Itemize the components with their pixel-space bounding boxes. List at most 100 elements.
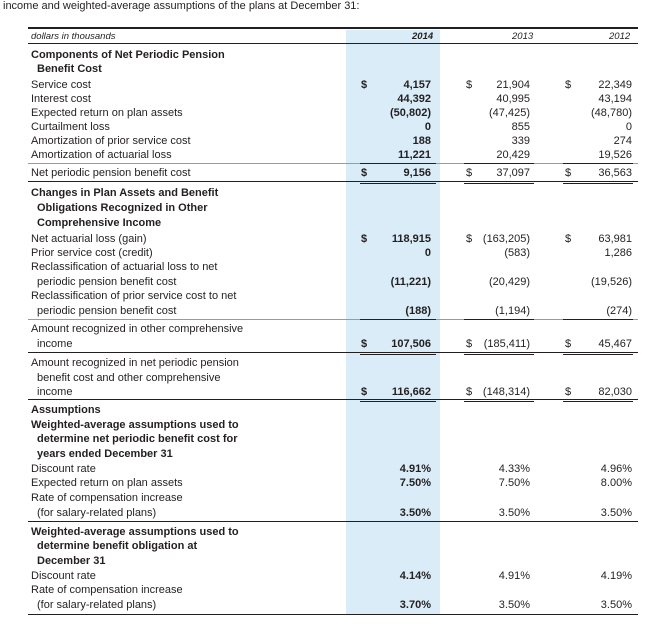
column-header-2012: 2012: [609, 31, 631, 42]
value-2012: 1,286: [604, 247, 632, 259]
total-rule: [360, 354, 436, 355]
section-title: years ended December 31: [37, 448, 173, 460]
section-title: December 31: [37, 555, 106, 567]
value-2012: 36,563: [598, 167, 632, 179]
section-title-row: Assumptions: [0, 403, 662, 417]
value-2012: 19,526: [598, 149, 632, 161]
section-title-row: Weighted-average assumptions used to: [0, 418, 662, 432]
section-title: Benefit Cost: [37, 63, 102, 75]
table-row: Net periodic pension benefit cost $ 9,15…: [0, 166, 662, 180]
section-title-row: Changes in Plan Assets and Benefit: [0, 186, 662, 200]
total-rule: [28, 399, 638, 400]
value-2014: 11,221: [397, 149, 431, 161]
value-2012: 8.00%: [600, 477, 632, 489]
bottom-rule: [28, 614, 638, 615]
value-2013: (583): [504, 247, 530, 259]
total-rule: [563, 354, 633, 355]
row-label: Amount recognized in net periodic pensio…: [31, 357, 239, 369]
value-2012: (274): [606, 305, 632, 317]
value-2012: (48,780): [591, 107, 632, 119]
value-2012: 22,349: [598, 79, 632, 91]
section-title: Assumptions: [31, 404, 101, 416]
section-title-row: Components of Net Periodic Pension: [0, 48, 662, 62]
currency-symbol: $: [361, 233, 368, 245]
value-2014: 4.91%: [399, 463, 431, 475]
subtotal-rule: [360, 319, 436, 320]
value-2014: 4,157: [403, 79, 431, 91]
table-row: Discount rate 4.91% 4.33% 4.96%: [0, 462, 662, 476]
currency-symbol: $: [361, 79, 368, 91]
intro-text: income and weighted-average assumptions …: [3, 0, 360, 12]
total-rule: [28, 181, 638, 182]
table-row: periodic pension benefit cost (188) (1,1…: [0, 304, 662, 318]
subtotal-rule: [360, 163, 436, 164]
value-2014: (50,802): [390, 107, 431, 119]
table-row: Rate of compensation increase: [0, 491, 662, 505]
total-rule: [360, 183, 436, 184]
section-title-row: Obligations Recognized in Other: [0, 201, 662, 215]
row-label: periodic pension benefit cost: [37, 305, 177, 317]
section-title-row: Weighted-average assumptions used to: [0, 525, 662, 539]
currency-symbol: $: [361, 338, 368, 350]
subtotal-rule: [563, 319, 633, 320]
column-header-2013: 2013: [512, 31, 534, 42]
currency-symbol: $: [361, 386, 368, 398]
value-2012: 4.96%: [600, 463, 632, 475]
top-rule: [28, 27, 638, 29]
table-row: Amortization of actuarial loss 11,221 20…: [0, 148, 662, 162]
value-2012: 4.19%: [600, 570, 632, 582]
table-row: Interest cost 44,392 40,995 43,194: [0, 92, 662, 106]
value-2014: (188): [405, 305, 431, 317]
total-rule: [360, 401, 436, 402]
value-2013: (1,194): [495, 305, 530, 317]
section-title-row: years ended December 31: [0, 447, 662, 461]
table-row: income $ 107,506 $ (185,411) $ 45,467: [0, 337, 662, 351]
header-rule: [28, 43, 638, 44]
row-label: Amount recognized in other comprehensive: [31, 323, 244, 335]
section-rule: [28, 521, 638, 522]
currency-symbol: $: [466, 386, 473, 398]
row-label: Amortization of actuarial loss: [31, 149, 172, 161]
value-2014: 188: [412, 135, 431, 147]
table-row: Rate of compensation increase: [0, 583, 662, 597]
value-2013: (47,425): [489, 107, 530, 119]
row-label: (for salary-related plans): [37, 599, 157, 611]
row-label: income: [37, 338, 73, 350]
currency-symbol: $: [565, 338, 572, 350]
table-row: benefit cost and other comprehensive: [0, 371, 662, 385]
column-header-2014: 2014: [412, 31, 434, 42]
value-2012: 82,030: [598, 386, 632, 398]
highlight-column-2014: [346, 30, 440, 614]
value-2013: (163,205): [482, 233, 530, 245]
row-label: Interest cost: [31, 93, 91, 105]
currency-symbol: $: [361, 167, 368, 179]
row-label: benefit cost and other comprehensive: [37, 372, 221, 384]
row-label: periodic pension benefit cost: [37, 276, 177, 288]
section-title-row: determine net periodic benefit cost for: [0, 432, 662, 446]
value-2014: 9,156: [403, 167, 431, 179]
value-2013: 3.50%: [498, 507, 530, 519]
section-title-row: Comprehensive Income: [0, 216, 662, 230]
table-row: Amortization of prior service cost 188 3…: [0, 134, 662, 148]
value-2013: 855: [511, 121, 530, 133]
value-2013: 37,097: [496, 167, 530, 179]
value-2012: 3.50%: [600, 507, 632, 519]
value-2014: 0: [424, 247, 431, 259]
value-2013: (20,429): [489, 276, 530, 288]
row-label: Rate of compensation increase: [31, 584, 183, 596]
value-2013: 4.91%: [498, 570, 530, 582]
section-title: Weighted-average assumptions used to: [31, 526, 239, 538]
section-title: Comprehensive Income: [37, 217, 162, 229]
value-2012: 43,194: [598, 93, 632, 105]
row-label: income: [37, 386, 73, 398]
value-2014: 0: [424, 121, 431, 133]
row-label: Prior service cost (credit): [31, 247, 153, 259]
units-label: dollars in thousands: [31, 31, 116, 42]
table-row: Amount recognized in net periodic pensio…: [0, 356, 662, 370]
value-2014: 107,506: [391, 338, 431, 350]
currency-symbol: $: [466, 338, 473, 350]
section-title-row: Benefit Cost: [0, 62, 662, 76]
value-2014: 116,662: [391, 386, 431, 398]
row-label: (for salary-related plans): [37, 507, 157, 519]
row-label: Expected return on plan assets: [31, 107, 183, 119]
